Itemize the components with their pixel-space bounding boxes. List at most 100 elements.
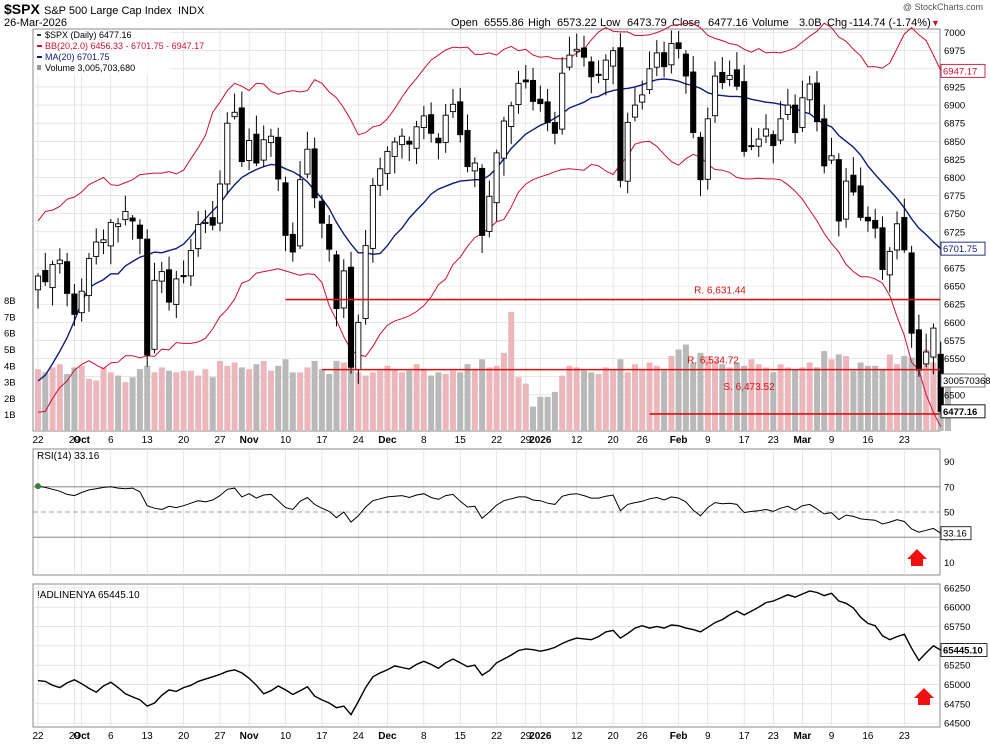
candle-down — [850, 174, 857, 193]
x-tick-label: 2026 — [529, 435, 552, 446]
candle-up — [369, 185, 376, 249]
candle-up — [122, 211, 129, 221]
ma-last-label: 6701.75 — [943, 244, 977, 255]
volume-bar — [617, 359, 624, 431]
candle-down — [741, 81, 748, 152]
price-y-tick-label: 6825 — [944, 155, 965, 166]
candle-down — [595, 73, 602, 76]
sr-label: R. 6,631.44 — [694, 286, 746, 297]
candle-up — [631, 104, 639, 118]
price-y-tick-label: 6625 — [944, 300, 965, 311]
volume-bar — [726, 367, 733, 431]
candle-down — [792, 104, 799, 134]
price-y-tick-label: 6575 — [944, 336, 965, 347]
date: 26-Mar-2026 — [4, 17, 67, 29]
candle-up — [828, 155, 835, 161]
volume-y-tick-label: 5B — [4, 345, 16, 356]
volume-bar — [646, 362, 653, 431]
candle-up — [355, 321, 362, 371]
volume-y-tick-label: 7B — [4, 312, 16, 323]
candle-up — [202, 221, 209, 224]
x-tick-label-bottom: 22 — [32, 731, 44, 742]
adline-line-group — [37, 590, 942, 716]
candle-up — [646, 68, 653, 91]
candle-down — [318, 200, 325, 224]
volume-bar — [71, 367, 78, 431]
x-tick-label-bottom: 17 — [316, 731, 328, 742]
x-tick-label: 6 — [108, 435, 114, 446]
price-y-tick-label: 6800 — [944, 173, 965, 184]
volume-bar — [56, 364, 63, 431]
x-tick-label: 29 — [69, 435, 81, 446]
x-tick-label-bottom: 6 — [108, 731, 114, 742]
price-y-tick-label: 6775 — [944, 191, 965, 202]
candle-down — [675, 42, 682, 50]
volume-bar — [275, 365, 282, 431]
volume-bar — [675, 349, 682, 431]
volume-bar — [355, 372, 362, 431]
chg-value: -114.74 (-1.74%) — [849, 17, 931, 29]
high-label: High — [528, 17, 551, 29]
x-tick-label: 16 — [862, 435, 874, 446]
candle-down — [901, 216, 908, 251]
candle-up — [304, 148, 311, 175]
candle-down — [64, 261, 71, 294]
bb-upper-last-label: 6947.17 — [943, 66, 977, 77]
open-label: Open — [451, 17, 478, 29]
volume-bar — [253, 364, 260, 431]
volume-bar — [406, 370, 413, 431]
candle-up — [34, 275, 42, 291]
volume-bar — [879, 369, 886, 431]
volume-bar — [326, 373, 333, 431]
x-tick-label-bottom: Nov — [240, 731, 259, 742]
volume-bar — [901, 356, 908, 431]
x-tick-label-bottom: 24 — [353, 731, 365, 742]
ma-last-label-box — [940, 241, 986, 256]
x-tick-label: 17 — [739, 435, 751, 446]
candle-up — [726, 74, 733, 80]
x-tick-label: 20 — [608, 435, 620, 446]
candle-down — [136, 224, 143, 239]
volume-bar — [202, 369, 209, 431]
x-tick-label: 13 — [142, 435, 154, 446]
watermark: @ StockCharts.com — [903, 2, 983, 12]
legend-volume-swatch — [37, 65, 41, 70]
volume-bar — [311, 360, 318, 431]
volume-y-tick-label: 6B — [4, 329, 16, 340]
volume-bar — [537, 396, 544, 431]
candle-up — [886, 250, 893, 276]
volume-last-box — [940, 373, 986, 388]
price-y-tick-label: 6550 — [944, 354, 965, 365]
candle-up — [500, 120, 507, 159]
volume-bar — [544, 396, 551, 431]
candle-up — [515, 82, 522, 105]
adline-last-label: 65445.10 — [943, 646, 983, 657]
volume-bar — [348, 352, 354, 431]
rsi-last-label: 33.16 — [943, 529, 967, 540]
candle-up — [158, 271, 165, 282]
x-tick-label-bottom: 26 — [637, 731, 649, 742]
volume-bar — [100, 367, 107, 431]
candle-down — [289, 233, 296, 253]
legend-bb: BB(20,2.0) 6456.33 - 6701.75 - 6947.17 — [45, 41, 204, 51]
candle-down — [428, 114, 435, 134]
volume-bar — [340, 362, 347, 431]
volume-bar — [843, 356, 850, 431]
volume-bar — [217, 360, 223, 431]
volume-bar — [304, 367, 311, 431]
volume-bar — [86, 378, 92, 431]
x-tick-label: 12 — [571, 435, 583, 446]
rsi-up-arrow-icon — [907, 549, 927, 566]
candle-down — [144, 238, 151, 356]
volume-bar — [682, 344, 689, 431]
price-y-tick-label: 6975 — [944, 46, 965, 57]
volume-bar — [522, 383, 529, 431]
candle-down — [347, 266, 355, 368]
candle-down — [697, 136, 704, 181]
x-tick-label: 17 — [316, 435, 328, 446]
candle-down — [165, 269, 173, 303]
price-y-tick-label: 6925 — [944, 82, 965, 93]
bb-upper-last-label-box — [940, 63, 986, 78]
volume-bar — [857, 362, 864, 431]
low-label: Low — [600, 17, 620, 29]
